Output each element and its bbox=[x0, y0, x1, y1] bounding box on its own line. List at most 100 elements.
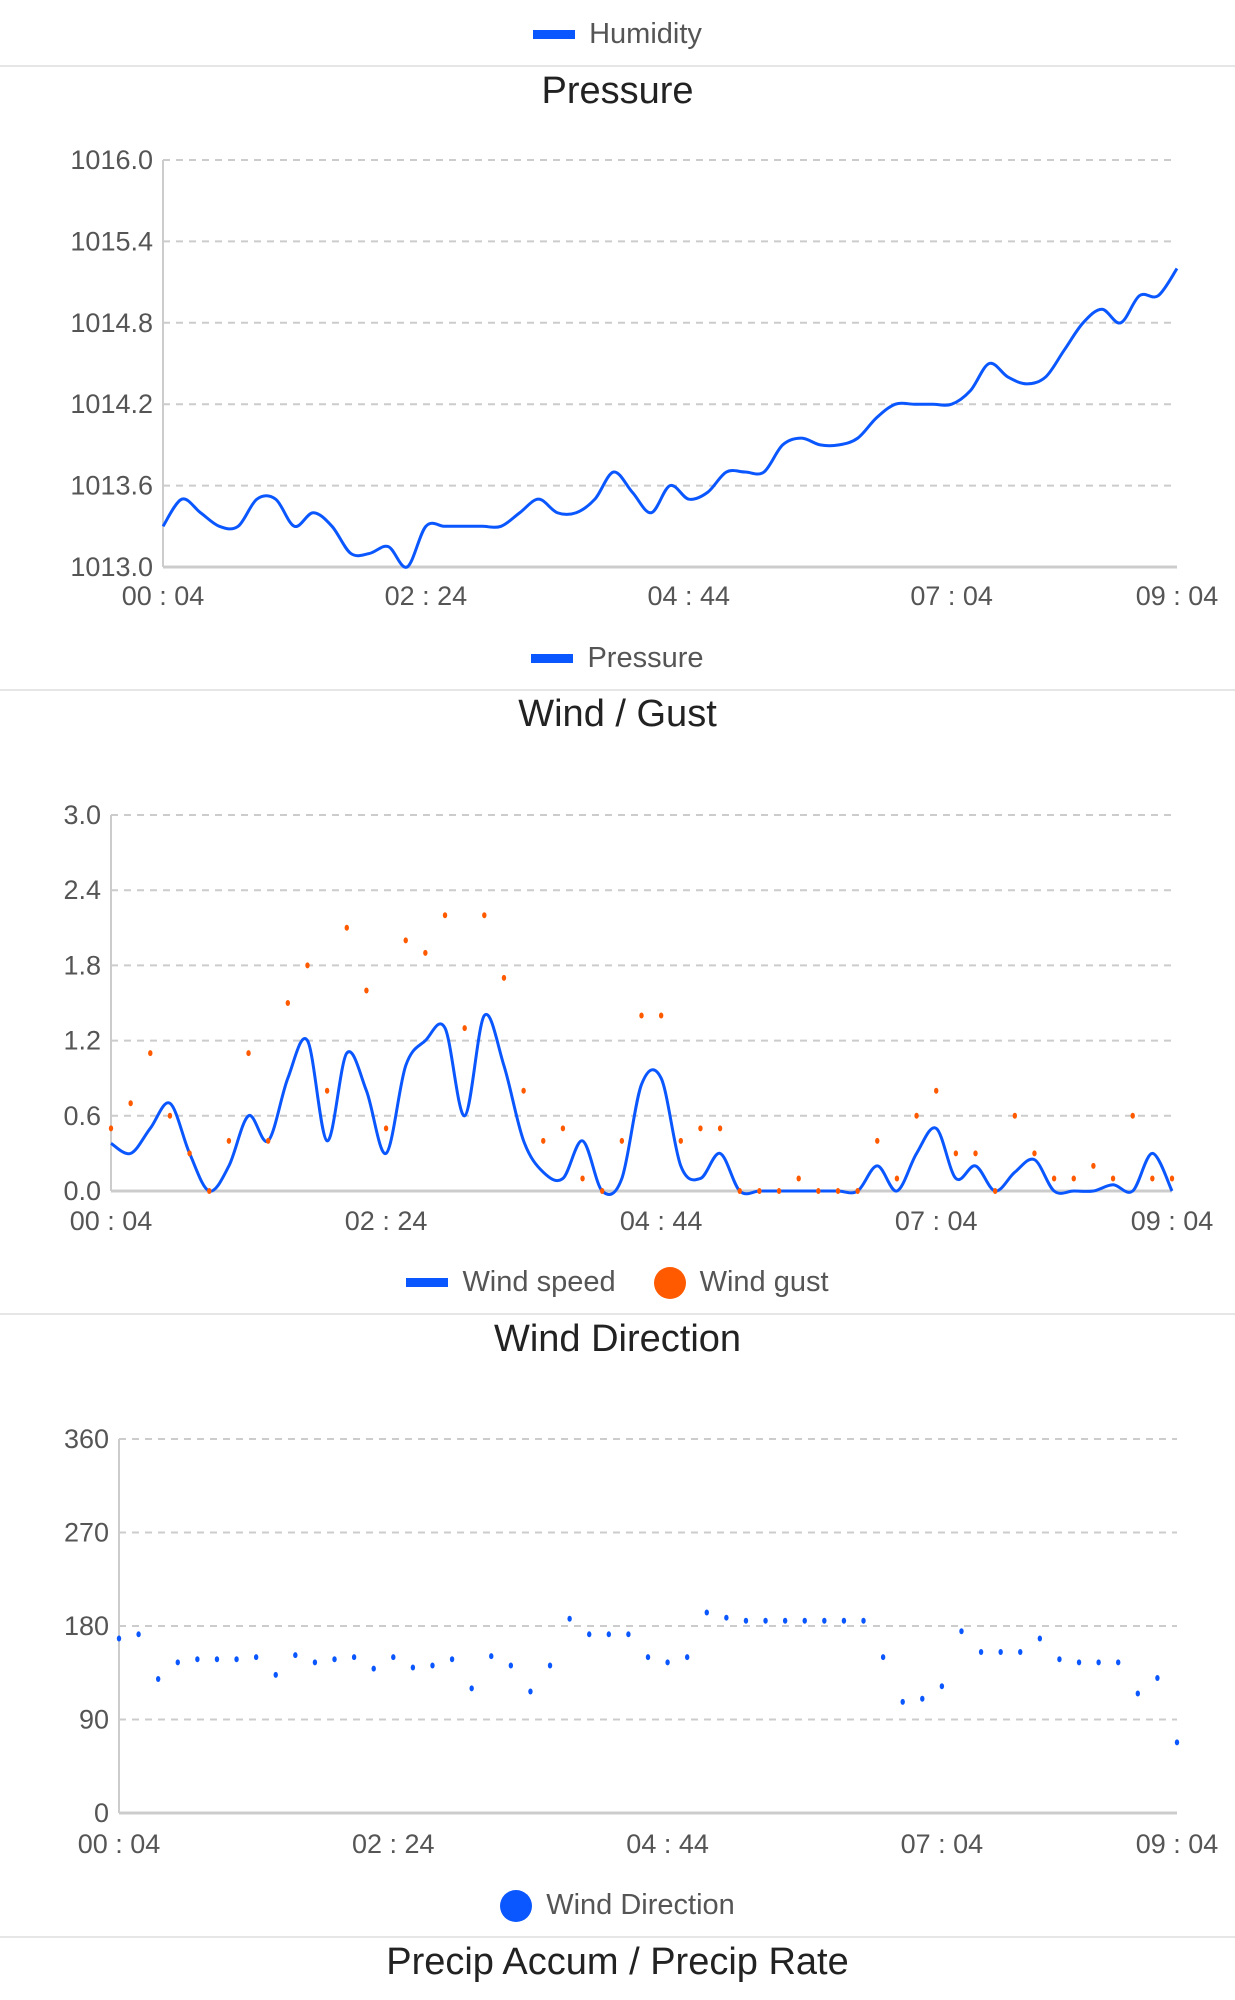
x-tick-label: 04 : 44 bbox=[620, 1206, 703, 1236]
wind-gust-point bbox=[875, 1137, 880, 1144]
pressure-legend-label: Pressure bbox=[587, 642, 704, 674]
wind-gust-point bbox=[1071, 1175, 1076, 1182]
wind-gust-point bbox=[1032, 1150, 1037, 1157]
wind-direction-point bbox=[136, 1631, 141, 1638]
wind-gust-point bbox=[128, 1100, 133, 1107]
wind-gust-point bbox=[776, 1188, 782, 1194]
wind-speed-legend-label: Wind speed bbox=[462, 1266, 616, 1298]
wind-direction-point bbox=[253, 1654, 259, 1661]
wind-direction-point bbox=[822, 1617, 827, 1624]
wind-gust-point bbox=[973, 1150, 978, 1157]
wind-gust-point bbox=[1110, 1175, 1116, 1182]
wind-gust-point bbox=[324, 1087, 330, 1094]
wind-legend[interactable]: Wind speed Wind gust bbox=[0, 1266, 1235, 1299]
wind-gust-point bbox=[1091, 1162, 1096, 1169]
divider bbox=[0, 65, 1235, 67]
wind-gust-point bbox=[678, 1137, 683, 1144]
y-tick-label: 180 bbox=[64, 1611, 109, 1641]
wind-direction-point bbox=[1018, 1648, 1023, 1655]
wind-direction-point bbox=[312, 1659, 318, 1666]
wind-direction-point bbox=[841, 1617, 847, 1624]
wind-gust-point bbox=[639, 1012, 644, 1019]
wind-direction-point bbox=[547, 1662, 553, 1669]
wind-direction-point bbox=[900, 1698, 905, 1705]
wind-gust-chart-title: Wind / Gust bbox=[518, 693, 717, 735]
wind-direction-point bbox=[763, 1617, 768, 1624]
wind-gust-point bbox=[914, 1112, 919, 1119]
wind-gust-point bbox=[501, 974, 507, 981]
wind-gust-point bbox=[148, 1050, 153, 1057]
pressure-chart-title: Pressure bbox=[541, 70, 694, 112]
y-tick-label: 1014.2 bbox=[70, 389, 153, 419]
legend-item-wind-gust[interactable]: Wind gust bbox=[653, 1266, 829, 1299]
wind-direction-point bbox=[606, 1631, 612, 1638]
y-tick-label: 3.0 bbox=[63, 800, 101, 830]
y-tick-label: 1016.0 bbox=[70, 145, 153, 175]
wind-direction-point bbox=[802, 1617, 807, 1624]
wind-direction-point bbox=[939, 1683, 945, 1690]
wind-gust-point bbox=[383, 1125, 389, 1132]
humidity-legend[interactable]: Humidity bbox=[0, 18, 1235, 51]
wind-direction-point bbox=[430, 1662, 435, 1669]
wind-direction-legend[interactable]: Wind Direction bbox=[0, 1889, 1235, 1922]
legend-item-pressure[interactable]: Pressure bbox=[531, 642, 704, 675]
wind-gust-point bbox=[265, 1137, 271, 1144]
wind-gust-point bbox=[226, 1137, 232, 1144]
wind-gust-legend-label: Wind gust bbox=[699, 1266, 829, 1298]
wind-gust-point bbox=[894, 1175, 900, 1182]
wind-direction-point bbox=[978, 1648, 984, 1655]
wind-gust-point bbox=[717, 1125, 723, 1132]
y-tick-label: 1015.4 bbox=[70, 226, 153, 256]
wind-direction-point bbox=[116, 1635, 122, 1642]
wind-direction-point bbox=[155, 1675, 161, 1682]
legend-item-wind-speed[interactable]: Wind speed bbox=[406, 1266, 616, 1299]
wind-direction-point bbox=[704, 1609, 709, 1616]
wind-direction-point bbox=[508, 1662, 514, 1669]
wind-direction-point bbox=[1155, 1674, 1160, 1681]
humidity-legend-label: Humidity bbox=[589, 18, 702, 50]
wind-direction-point bbox=[1174, 1739, 1180, 1746]
wind-gust-point bbox=[816, 1188, 821, 1194]
wind-gust-point bbox=[187, 1150, 192, 1157]
x-tick-label: 02 : 24 bbox=[345, 1206, 428, 1236]
wind-direction-legend-swatch bbox=[500, 1889, 533, 1922]
y-tick-label: 2.4 bbox=[63, 875, 101, 905]
x-tick-label: 07 : 04 bbox=[910, 581, 993, 611]
wind-gust-point bbox=[364, 987, 369, 994]
x-tick-label: 04 : 44 bbox=[626, 1829, 709, 1859]
x-tick-label: 09 : 04 bbox=[1136, 1829, 1219, 1859]
pressure-legend-swatch bbox=[531, 654, 574, 663]
wind-direction-point bbox=[743, 1617, 749, 1624]
wind-gust-point bbox=[246, 1050, 251, 1057]
wind-direction-point bbox=[214, 1656, 220, 1663]
wind-direction-chart: 0 90 180 270 360 00 : 04 02 : 24 04 : 44 07 : 04… bbox=[64, 1424, 1219, 1859]
y-tick-label: 1013.0 bbox=[70, 552, 153, 582]
y-tick-label: 1.8 bbox=[63, 950, 101, 980]
wind-gust-point bbox=[600, 1188, 605, 1194]
wind-direction-point bbox=[684, 1654, 690, 1661]
x-tick-label: 09 : 04 bbox=[1131, 1206, 1214, 1236]
wind-direction-point bbox=[1116, 1659, 1121, 1666]
wind-gust-point bbox=[285, 1000, 291, 1006]
x-tick-label: 02 : 24 bbox=[385, 581, 468, 611]
pressure-legend[interactable]: Pressure bbox=[0, 642, 1235, 675]
wind-gust-point bbox=[305, 962, 310, 969]
precip-chart-title: Precip Accum / Precip Rate bbox=[386, 1941, 849, 1983]
wind-gust-chart: 0.0 0.6 1.2 1.8 2.4 3.0 00 : 04 02 : 24 04 : 44 0… bbox=[63, 800, 1214, 1236]
wind-direction-point bbox=[880, 1654, 886, 1661]
wind-gust-point bbox=[580, 1175, 585, 1182]
wind-direction-point bbox=[1037, 1635, 1043, 1642]
y-tick-label: 0.0 bbox=[63, 1176, 101, 1206]
humidity-legend-swatch bbox=[533, 30, 576, 39]
wind-direction-point bbox=[959, 1628, 964, 1635]
wind-gust-point bbox=[855, 1188, 860, 1194]
y-tick-label: 270 bbox=[64, 1518, 109, 1548]
pressure-chart: 1013.0 1013.6 1014.2 1014.8 1015.4 1016.0 00 :… bbox=[70, 145, 1218, 611]
divider bbox=[0, 689, 1235, 691]
legend-item-wind-direction[interactable]: Wind Direction bbox=[500, 1889, 735, 1922]
wind-gust-point bbox=[835, 1188, 841, 1194]
wind-direction-point bbox=[1076, 1659, 1082, 1666]
wind-direction-point bbox=[371, 1665, 376, 1672]
wind-speed-legend-swatch bbox=[406, 1278, 449, 1287]
wind-direction-point bbox=[195, 1656, 200, 1663]
